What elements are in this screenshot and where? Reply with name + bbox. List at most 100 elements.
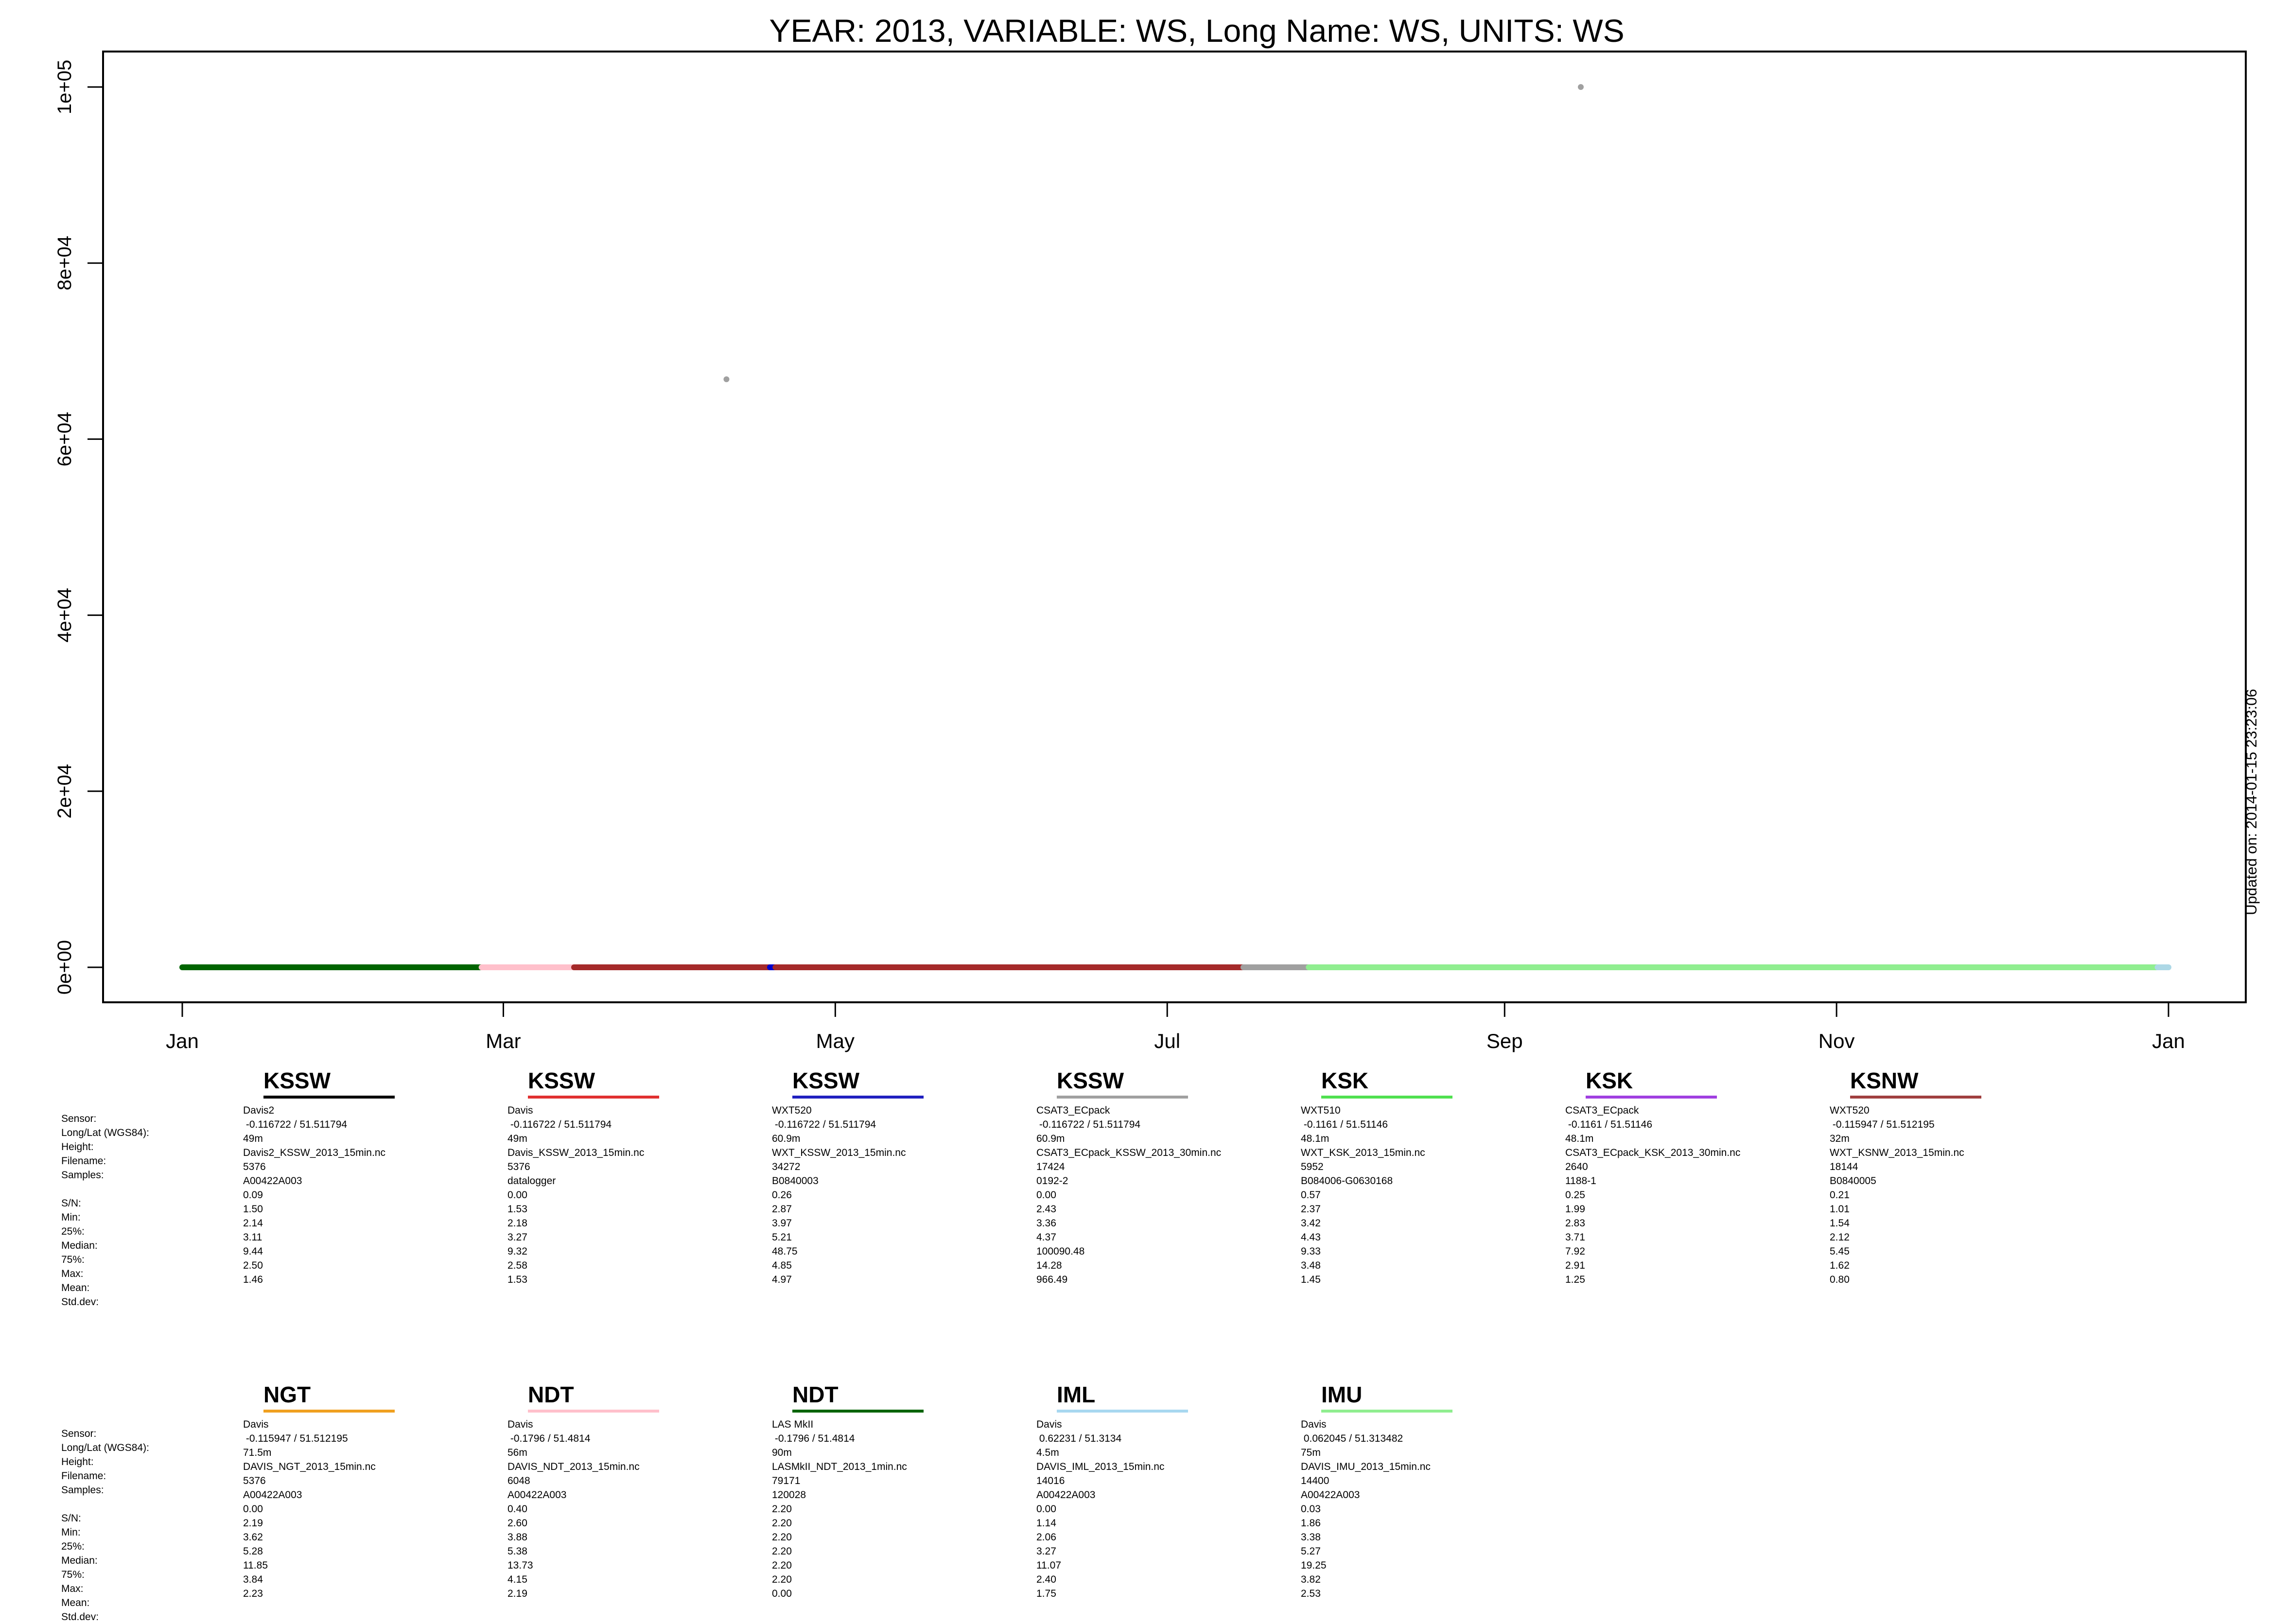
y-tick-label: 2e+04 [54,764,75,819]
station-name: KSK [1321,1068,1369,1093]
station-value: 2.20 [772,1560,792,1571]
station-value: 2.18 [507,1218,527,1229]
station-name: NGT [263,1382,311,1407]
station-value: 3.11 [243,1232,262,1243]
station-value: 2.87 [772,1204,792,1215]
station-value: 14016 [1036,1475,1065,1486]
station-value: 0.62231 / 51.3134 [1036,1433,1122,1444]
station-value: 5376 [243,1475,266,1486]
station-color-line [1850,1096,1981,1099]
station-color-line [1057,1410,1188,1413]
station-value: Davis2 [243,1105,275,1116]
station-value: 7.92 [1565,1246,1585,1257]
station-value: 4.43 [1301,1232,1321,1243]
row-label: Std.dev: [61,1296,99,1308]
x-tick-label: Jan [2152,1030,2185,1052]
station-values: Davis2 -0.116722 / 51.511794 49m Davis2_KS… [243,1103,385,1287]
station-value: DAVIS_IML_2013_15min.nc [1036,1461,1165,1472]
station-name: NDT [792,1382,839,1407]
station-value: 1.53 [507,1204,527,1215]
station-value: 0.57 [1301,1189,1321,1201]
station-value: 1.53 [507,1274,527,1285]
station-value: WXT_KSK_2013_15min.nc [1301,1147,1425,1158]
station-values: LAS MkII -0.1796 / 51.4814 90m LASMkII_NDT… [772,1417,907,1601]
station-value: 5.45 [1830,1246,1850,1257]
station-value: Davis [1301,1419,1327,1430]
y-tick-label: 4e+04 [54,588,75,642]
station-values: Davis 0.062045 / 51.313482 75m DAVIS_IMU_2… [1301,1417,1431,1601]
row-label: Height: [61,1456,94,1467]
station-name: KSSW [792,1068,859,1093]
station-value: 2.12 [1830,1232,1850,1243]
station-value: -0.116722 / 51.511794 [1036,1119,1141,1130]
station-value: 0.00 [1036,1503,1056,1515]
station-value: 1188-1 [1565,1175,1596,1187]
station-value: 1.14 [1036,1518,1056,1529]
station-name: IML [1057,1382,1096,1407]
station-value: 34272 [772,1161,801,1172]
station-value: 79171 [772,1475,801,1486]
station-value: 0.09 [243,1189,263,1201]
station-value: 60.9m [1036,1133,1065,1144]
station-value: 2.91 [1565,1260,1585,1271]
row-labels: Sensor: Long/Lat (WGS84): Height: Filename:… [61,1427,149,1624]
station-value: 4.37 [1036,1232,1056,1243]
row-label: Sensor: [61,1113,97,1124]
station-value: -0.116722 / 51.511794 [507,1119,612,1130]
station-value: 11.85 [243,1560,268,1571]
row-label: Min: [61,1527,81,1538]
station-name: KSSW [263,1068,331,1093]
station-color-line [792,1410,924,1413]
station-value: A00422A003 [507,1489,567,1501]
plot-frame [102,51,2247,1003]
station-value: WXT_KSNW_2013_15min.nc [1830,1147,1964,1158]
station-value: 1.46 [243,1274,263,1285]
station-value: 0.03 [1301,1503,1321,1515]
station-values: Davis 0.62231 / 51.3134 4.5m DAVIS_IML_201… [1036,1417,1164,1601]
y-axis: 0e+00 2e+04 4e+04 6e+04 8e+04 1e+05 [54,60,104,995]
station-value: 2.40 [1036,1574,1056,1585]
station-value: 2.19 [507,1588,527,1599]
station-name: KSSW [1057,1068,1124,1093]
station-value: 2.83 [1565,1218,1585,1229]
outlier-point [723,376,730,383]
row-label: Filename: [61,1470,106,1482]
row-label: Median: [61,1555,98,1566]
station-value: 1.62 [1830,1260,1850,1271]
station-value: 5.27 [1301,1546,1321,1557]
row-label: Samples: [61,1484,104,1496]
row-label: Median: [61,1240,98,1251]
station-value: 2.14 [243,1218,263,1229]
x-tick-label: Jan [166,1030,199,1052]
station-values: Davis -0.115947 / 51.512195 71.5m DAVIS_NG… [243,1417,376,1601]
chart-title: YEAR: 2013, VARIABLE: WS, Long Name: WS,… [769,13,1624,49]
row-label: Long/Lat (WGS84): [61,1442,149,1453]
station-value: 2.50 [243,1260,263,1271]
row-label: Samples: [61,1170,104,1181]
station-value: 32m [1830,1133,1850,1144]
station-color-line [263,1096,395,1099]
station-value: 4.85 [772,1260,792,1271]
station-value: -0.115947 / 51.512195 [243,1433,348,1444]
station-value: 0.25 [1565,1189,1585,1201]
station-value: 0.00 [772,1588,792,1599]
station-values: Davis -0.116722 / 51.511794 49m Davis_KSSW… [507,1103,644,1287]
station-value: A00422A003 [243,1175,302,1187]
station-value: 48.1m [1565,1133,1594,1144]
station-value: 5376 [507,1161,530,1172]
station-value: 966.49 [1036,1274,1068,1285]
station-value: 19.25 [1301,1560,1327,1571]
station-value: DAVIS_NGT_2013_15min.nc [243,1461,376,1472]
station-value: 9.44 [243,1246,263,1257]
station-value: 2.20 [772,1503,792,1515]
station-value: 56m [507,1447,527,1458]
station-values: WXT520 -0.115947 / 51.512195 32m WXT_KSNW_… [1830,1103,1964,1287]
station-value: 4.5m [1036,1447,1059,1458]
station-name: KSK [1586,1068,1633,1093]
station-value: 13.73 [507,1560,533,1571]
station-value: 1.86 [1301,1518,1321,1529]
station-value: 120028 [772,1489,806,1501]
station-color-line [263,1410,395,1413]
station-value: 3.71 [1565,1232,1585,1243]
station-color-line [1057,1096,1188,1099]
